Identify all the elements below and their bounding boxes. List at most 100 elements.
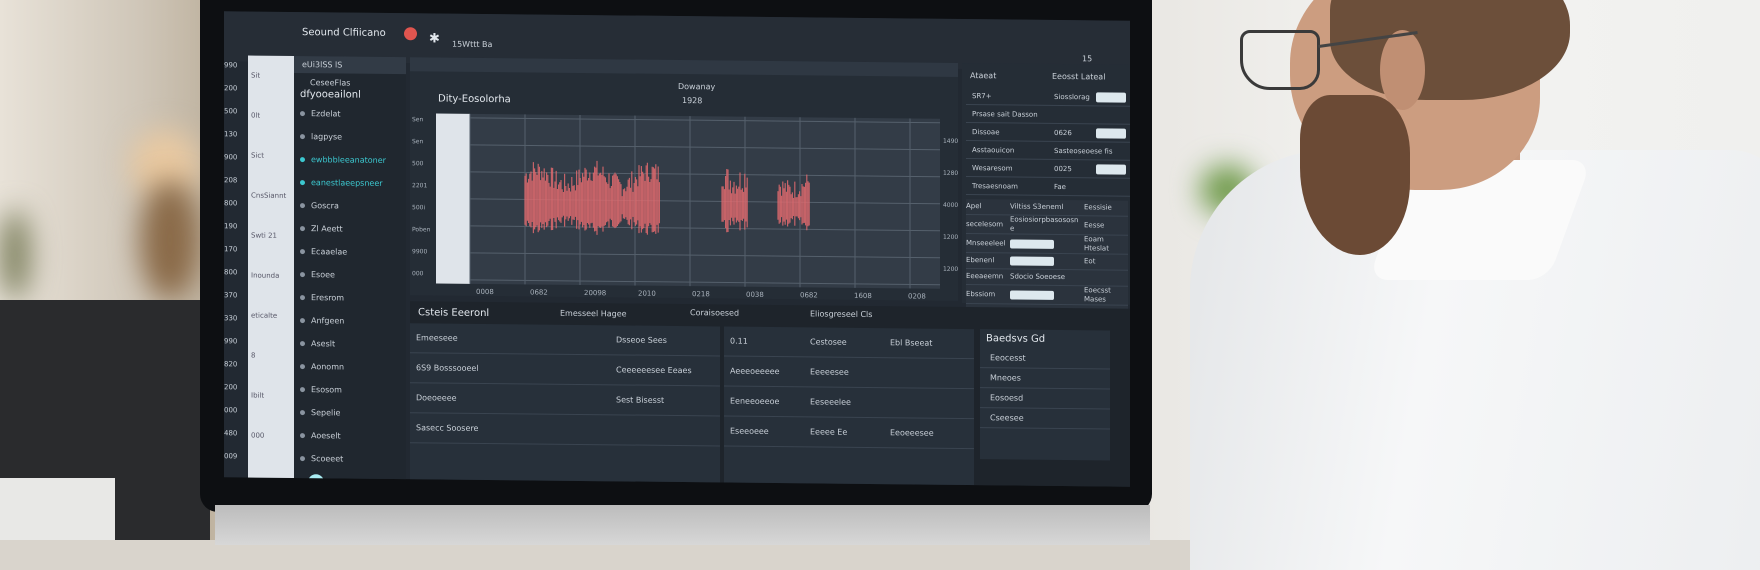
table-cell: Eeoeeesee xyxy=(890,418,934,448)
table-row[interactable]: Sasecc Soosere xyxy=(410,413,720,446)
table-cell: Cestosee xyxy=(810,327,847,357)
app-title: Seound Clfiicano xyxy=(302,27,386,39)
sidebar-item[interactable]: Ecaaelae xyxy=(294,240,406,264)
sidebar-item-label: Zl Aeett xyxy=(311,224,343,233)
record-indicator-icon xyxy=(404,27,417,40)
app-subtitle: 15Wttt Ba xyxy=(452,40,492,49)
sidebar-item[interactable]: Zl Aeett xyxy=(294,217,406,241)
chart-title: Dity-Eosolorha xyxy=(438,93,511,105)
sidebar-item[interactable]: Aonomn xyxy=(294,355,406,379)
sidebar-item[interactable]: Eresrom xyxy=(294,286,406,310)
table-cell: Ebenenl xyxy=(966,256,1010,265)
bullet-icon xyxy=(300,341,305,346)
y-axis-label: Sen xyxy=(412,138,423,145)
sidebar-item[interactable]: lagpyse xyxy=(294,125,406,149)
bullet-icon xyxy=(300,364,305,369)
row-number: 820 xyxy=(224,360,244,383)
nav-item[interactable]: Sict xyxy=(248,136,294,176)
table-row[interactable]: Ebenenl Eot xyxy=(966,253,1128,271)
sidebar-item[interactable]: Aoeselt xyxy=(294,424,406,448)
x-axis-label: 1608 xyxy=(854,292,872,300)
nav-item[interactable]: Sit xyxy=(248,56,294,96)
bottom-col-3: Eliosgreseel Cls xyxy=(810,309,872,319)
sidebar-item-label: Ecaaelae xyxy=(311,247,347,256)
x-axis-label: 0682 xyxy=(530,288,548,296)
sidebar-item[interactable]: Anfgeen xyxy=(294,309,406,333)
y-axis-label: Sen xyxy=(412,116,423,123)
y2-axis-label: 1490 xyxy=(943,138,958,145)
sidebar-item[interactable]: Esosom xyxy=(294,378,406,402)
y-axis-label: 9900 xyxy=(412,248,427,255)
right-panel-header-right: Eeosst Lateal xyxy=(1052,72,1105,82)
value-field[interactable] xyxy=(1010,290,1054,299)
sidebar-item[interactable]: Sepelie xyxy=(294,401,406,425)
sidebar-item[interactable]: Esoee xyxy=(294,263,406,287)
table-cell: 0.11 xyxy=(730,327,748,357)
blurred-plant xyxy=(0,210,30,300)
sidebar-item-label: Esosom xyxy=(311,385,342,394)
row-number: 500 xyxy=(224,107,244,130)
nav-item[interactable]: CnsSiannt xyxy=(248,176,294,216)
sidebar-item[interactable]: Ezdelat xyxy=(294,102,406,126)
desk-box xyxy=(0,478,115,540)
settings-icon[interactable]: ✱ xyxy=(429,31,440,46)
right-panel-row[interactable]: SR7+Siosslorag xyxy=(966,87,1130,107)
value-field[interactable] xyxy=(1096,164,1126,174)
row-value: Sasteoseoese fis xyxy=(1054,142,1113,161)
y2-axis-label: 4000 xyxy=(943,202,958,209)
table-cell: Sasecc Soosere xyxy=(416,413,478,444)
bullet-icon xyxy=(300,134,305,139)
table-cell xyxy=(1010,290,1084,300)
nav-item[interactable]: eticalte xyxy=(248,296,294,336)
nav-item[interactable]: 0lt xyxy=(248,96,294,136)
row-value: 0025 xyxy=(1054,160,1072,178)
row-number: 130 xyxy=(224,130,244,153)
table-cell: Sest Bisesst xyxy=(616,385,664,416)
list-item[interactable]: Eeocesst xyxy=(980,348,1110,369)
glasses xyxy=(1240,30,1320,90)
sidebar-item[interactable]: Goscra xyxy=(294,194,406,218)
value-field[interactable] xyxy=(1096,128,1126,138)
sidebar-item[interactable]: Scoeeet xyxy=(294,447,406,471)
bullet-icon xyxy=(300,203,305,208)
table-cell: Eot xyxy=(1084,257,1128,266)
nav-item[interactable]: 000 xyxy=(248,416,294,456)
nav-item[interactable]: Inounda xyxy=(248,256,294,296)
nav-item[interactable]: Swti 21 xyxy=(248,216,294,256)
row-number: 990 xyxy=(224,61,244,84)
y-axis-label: 500 xyxy=(412,160,424,167)
right-panel-row[interactable]: Prsase sait Dasson xyxy=(966,105,1130,125)
nav-item[interactable]: Ibilt xyxy=(248,376,294,416)
nav-item[interactable]: 8 xyxy=(248,336,294,376)
value-field[interactable] xyxy=(1010,256,1054,265)
sidebar-item[interactable]: Aseslt xyxy=(294,332,406,356)
value-field[interactable] xyxy=(1096,92,1126,102)
bullet-icon xyxy=(300,272,305,277)
value-field[interactable] xyxy=(1010,239,1054,248)
sidebar-item[interactable]: ewbbbleeanatoner xyxy=(294,148,406,172)
list-item[interactable]: Eosoesd xyxy=(980,388,1110,409)
list-item[interactable]: Cseesee xyxy=(980,408,1110,429)
row-number: 480 xyxy=(224,429,244,452)
list-item[interactable]: Mneoes xyxy=(980,368,1110,389)
sidebar-item[interactable]: eanestlaeepsneer xyxy=(294,171,406,195)
